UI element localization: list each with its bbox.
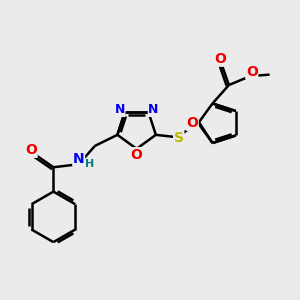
Text: N: N	[115, 103, 125, 116]
Text: O: O	[131, 148, 142, 162]
Text: N: N	[148, 103, 159, 116]
Text: S: S	[174, 131, 184, 145]
Text: O: O	[214, 52, 226, 66]
Text: H: H	[85, 159, 94, 169]
Text: N: N	[73, 152, 85, 166]
Text: O: O	[25, 143, 37, 157]
Text: O: O	[246, 65, 258, 79]
Text: O: O	[186, 116, 198, 130]
